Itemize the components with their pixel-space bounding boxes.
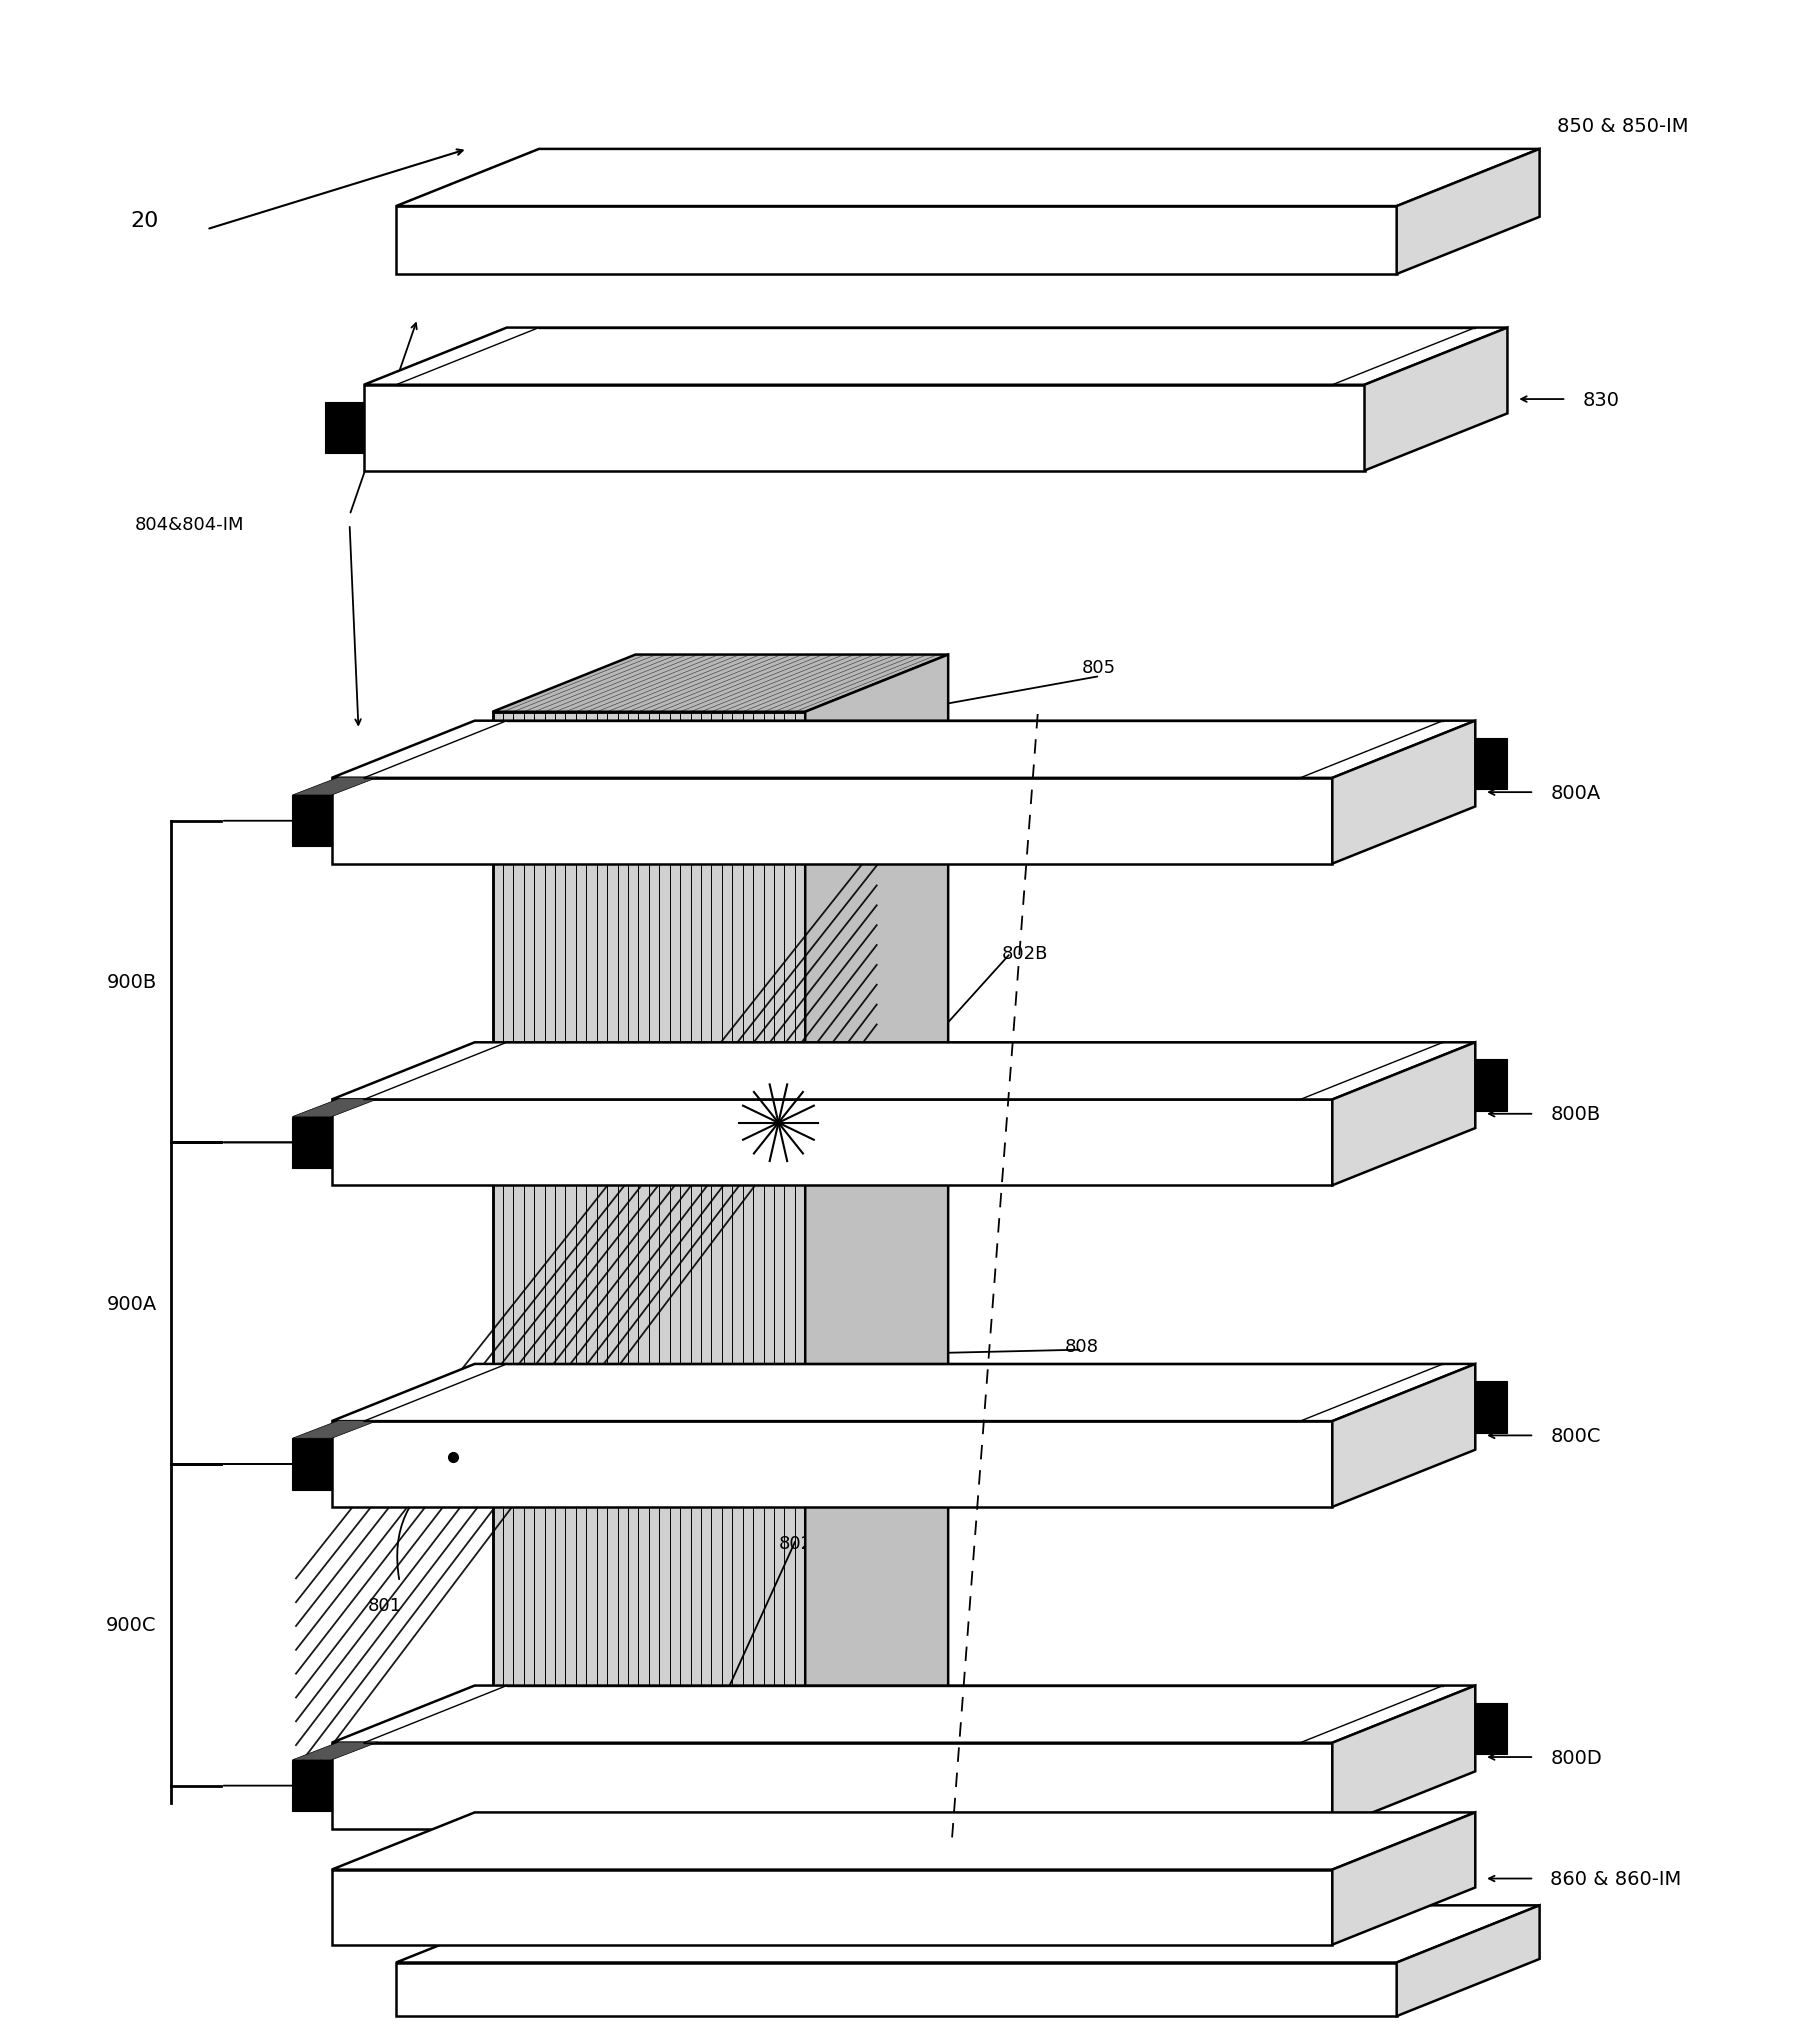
Polygon shape xyxy=(293,1760,332,1811)
Text: 802A: 802A xyxy=(779,1534,826,1552)
Polygon shape xyxy=(332,1422,1332,1508)
Polygon shape xyxy=(493,654,949,713)
Text: 20: 20 xyxy=(130,211,159,232)
Text: 800A: 800A xyxy=(1550,782,1601,803)
Text: 900A: 900A xyxy=(107,1294,157,1313)
Polygon shape xyxy=(332,1869,1332,1945)
Text: 805: 805 xyxy=(1082,658,1117,677)
Polygon shape xyxy=(332,721,1475,778)
Polygon shape xyxy=(325,402,363,453)
Polygon shape xyxy=(363,329,1507,386)
Polygon shape xyxy=(1332,1042,1475,1185)
Polygon shape xyxy=(1332,1363,1475,1508)
Text: 808: 808 xyxy=(1064,1337,1099,1355)
Text: 850 & 850-IM: 850 & 850-IM xyxy=(1558,116,1690,136)
Polygon shape xyxy=(293,1118,332,1168)
Polygon shape xyxy=(1475,1703,1507,1754)
Polygon shape xyxy=(332,1687,1475,1743)
Polygon shape xyxy=(293,797,332,847)
Polygon shape xyxy=(293,1741,378,1760)
Text: 800C: 800C xyxy=(1550,1426,1601,1445)
Polygon shape xyxy=(1332,721,1475,864)
Text: 830: 830 xyxy=(1583,390,1619,408)
Polygon shape xyxy=(332,1363,1475,1422)
Polygon shape xyxy=(396,207,1397,274)
Text: 800B: 800B xyxy=(1550,1105,1601,1124)
Polygon shape xyxy=(396,150,1540,207)
Polygon shape xyxy=(332,1813,1475,1869)
Polygon shape xyxy=(293,1439,332,1489)
Polygon shape xyxy=(332,778,1332,864)
Polygon shape xyxy=(363,386,1364,471)
Text: 900C: 900C xyxy=(107,1615,157,1634)
Polygon shape xyxy=(1475,738,1507,790)
Polygon shape xyxy=(332,1099,1332,1185)
Text: 802B: 802B xyxy=(1001,945,1048,963)
Polygon shape xyxy=(1475,1061,1507,1112)
Text: 810: 810 xyxy=(1010,721,1044,740)
Polygon shape xyxy=(806,654,949,1829)
Text: 840: 840 xyxy=(983,1811,1017,1829)
Polygon shape xyxy=(396,1906,1540,1963)
Polygon shape xyxy=(1332,1813,1475,1945)
Text: 900B: 900B xyxy=(107,973,157,992)
Text: 804&804-IM: 804&804-IM xyxy=(136,516,244,534)
Text: 860 & 860-IM: 860 & 860-IM xyxy=(1550,1869,1682,1888)
Polygon shape xyxy=(293,1099,378,1118)
Polygon shape xyxy=(293,1420,378,1439)
Text: 800D: 800D xyxy=(1550,1748,1603,1766)
Polygon shape xyxy=(493,713,806,1829)
Polygon shape xyxy=(1397,1906,1540,2016)
Polygon shape xyxy=(1475,1382,1507,1433)
Text: 801: 801 xyxy=(367,1597,401,1613)
Polygon shape xyxy=(332,1042,1475,1099)
Polygon shape xyxy=(1332,1687,1475,1829)
Polygon shape xyxy=(293,778,378,797)
Text: 813: 813 xyxy=(1119,1061,1153,1079)
Polygon shape xyxy=(1397,150,1540,274)
Polygon shape xyxy=(332,1743,1332,1829)
Polygon shape xyxy=(1364,329,1507,471)
Polygon shape xyxy=(396,1963,1397,2016)
